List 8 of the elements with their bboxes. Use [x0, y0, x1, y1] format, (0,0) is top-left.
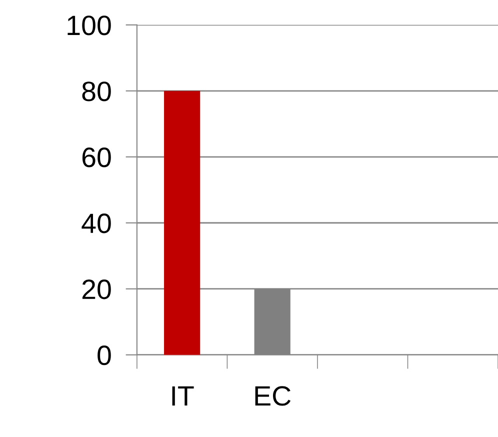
y-tick-label: 100 — [68, 16, 111, 36]
y-tick-label: 20 — [82, 280, 111, 300]
y-tick-label: 40 — [82, 214, 111, 234]
y-tick-label: 0 — [98, 346, 111, 366]
x-tick-label: IT — [172, 386, 194, 406]
y-tick-label: 60 — [82, 148, 111, 168]
y-tick-label: 80 — [82, 82, 111, 102]
x-tick-label: EC — [255, 386, 291, 406]
